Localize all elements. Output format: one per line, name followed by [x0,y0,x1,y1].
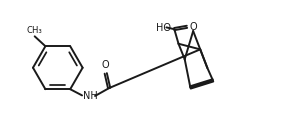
Text: HO: HO [157,23,171,33]
Text: NH: NH [83,91,98,101]
Text: CH₃: CH₃ [27,26,43,35]
Text: O: O [189,22,197,32]
Text: O: O [102,60,110,70]
